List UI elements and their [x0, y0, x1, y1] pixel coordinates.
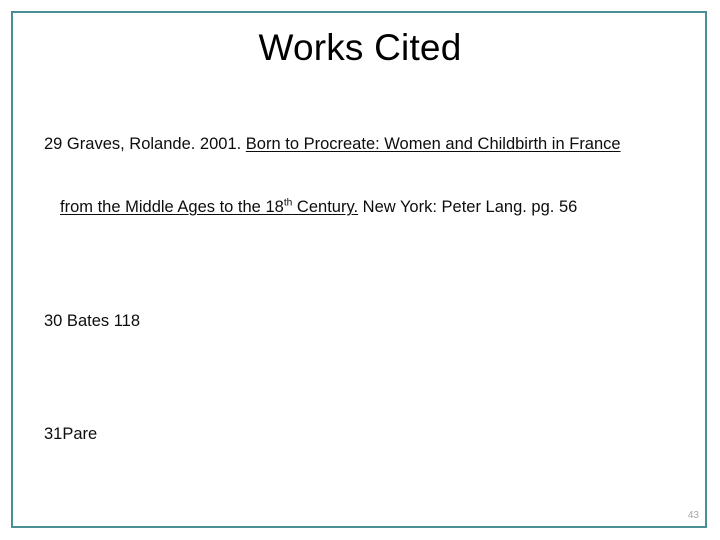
- citation-30-text: 30 Bates 118: [44, 311, 141, 330]
- citation-29-title-part-1: Born to Procreate: Women and Childbirth …: [245, 135, 621, 153]
- slide-number: 43: [687, 510, 699, 521]
- citation-entry-32: 32 Bates 27: [44, 496, 680, 540]
- citation-29-title-part-2: from the Middle Ages to the 18th Century…: [60, 198, 358, 216]
- citation-29-publisher: New York: Peter Lang. pg. 56: [358, 198, 578, 216]
- citation-29-title-part-2a: from the Middle Ages to the 18: [60, 198, 284, 216]
- citation-29-prefix: 29 Graves, Rolande. 2001.: [44, 135, 246, 153]
- citation-31-text: 31Pare: [44, 425, 98, 443]
- citation-entry-30: 30 Bates 118: [44, 269, 680, 374]
- ordinal-suffix-superscript: th: [283, 197, 293, 209]
- citation-list: 29 Graves, Rolande. 2001. Born to Procre…: [44, 92, 680, 540]
- citation-entry-31: 31Pare: [44, 382, 680, 487]
- citation-entry-29: 29 Graves, Rolande. 2001. Born to Procre…: [44, 92, 680, 260]
- citation-29-title-part-2b: Century.: [292, 198, 359, 216]
- citation-32-text: 32 Bates 27: [44, 538, 680, 540]
- citation-29-line-2: from the Middle Ages to the 18th Century…: [60, 197, 680, 218]
- citation-29-line-1: 29 Graves, Rolande. 2001. Born to Procre…: [44, 134, 680, 155]
- page-title: Works Cited: [258, 27, 462, 68]
